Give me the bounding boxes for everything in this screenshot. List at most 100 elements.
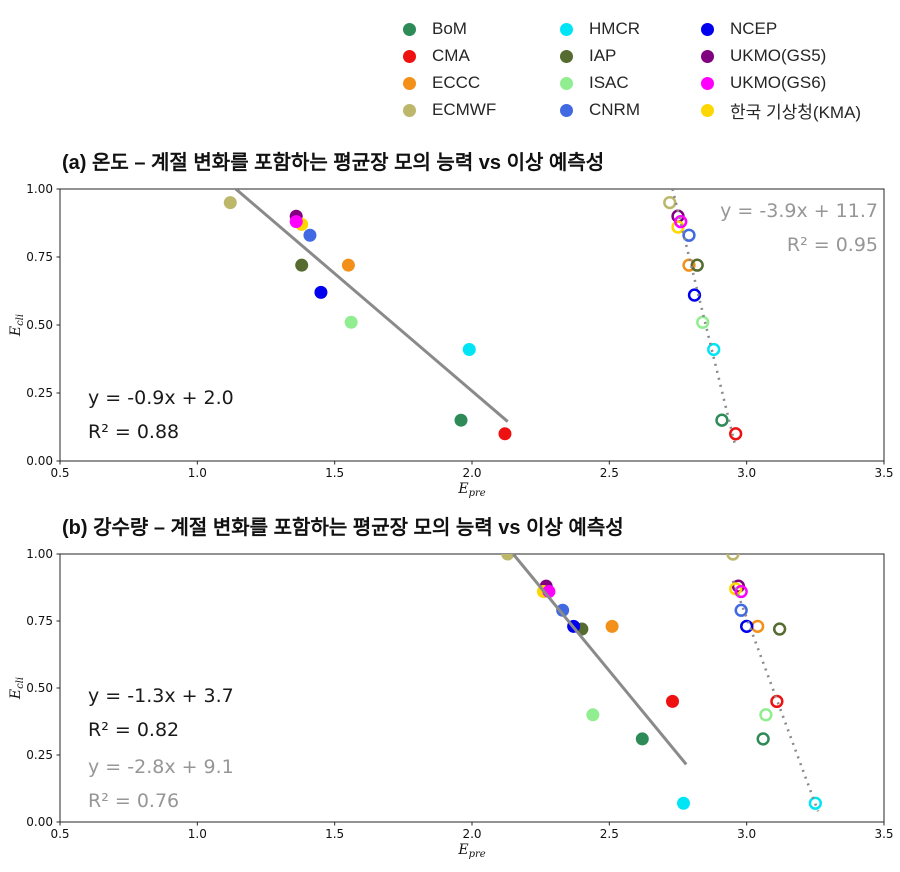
- y-axis-label: Ecli: [8, 677, 26, 700]
- point-filled-ECCC: [605, 619, 619, 633]
- legend-marker-icon: [701, 76, 714, 90]
- point-open-ECCC: [751, 619, 765, 634]
- x-tick-label: 1.5: [325, 466, 344, 480]
- y-tick-label: 0.00: [26, 815, 53, 829]
- point-open-BoM: [756, 732, 770, 746]
- fit-equation-label: y = -0.9x + 2.0: [88, 387, 234, 409]
- y-tick-label: 0.00: [26, 454, 53, 468]
- y-tick-label: 1.00: [26, 547, 53, 561]
- x-axis-label: Epre: [457, 481, 485, 499]
- point-filled-UKMO(GS6): [289, 215, 303, 229]
- point-open-ISAC: [759, 708, 773, 722]
- fit-line-dotted: [671, 189, 737, 448]
- point-open-CNRM: [682, 228, 696, 242]
- subplot-b: 0.5 1.0 1.5 2.0 2.5 3.0 3.5 0.00 0.25 0.50 0.75 1.0…: [8, 547, 894, 860]
- y-tick-label: 0.25: [26, 386, 53, 400]
- legend-item-HMCR: HMCR: [560, 18, 640, 40]
- x-tick-label: 3.0: [737, 827, 756, 841]
- x-tick-label: 0.5: [50, 827, 69, 841]
- y-tick-label: 0.75: [26, 250, 53, 264]
- legend-item-ECCC: ECCC: [403, 72, 480, 94]
- point-filled-ECMWF: [501, 554, 515, 561]
- legend-item-label: ISAC: [589, 73, 629, 92]
- point-filled-ECCC: [341, 258, 355, 272]
- legend-marker-icon: [701, 49, 714, 63]
- y-tick-label: 0.50: [26, 681, 53, 695]
- x-tick-label: 2.0: [462, 827, 481, 841]
- legend-item-label: ECMWF: [432, 100, 497, 119]
- fit-line-solid: [512, 554, 688, 766]
- legend-item-BoM: BoM: [403, 18, 467, 40]
- fit-r2-label: R² = 0.76: [88, 790, 179, 812]
- point-filled-ISAC: [586, 708, 600, 722]
- point-open-CNRM: [734, 603, 748, 617]
- point-filled-IAP: [295, 258, 309, 272]
- legend-item-label: CMA: [432, 46, 470, 65]
- fit-r2-label: R² = 0.82: [88, 719, 179, 741]
- point-filled-CNRM: [556, 603, 570, 617]
- point-filled-BoM: [635, 732, 649, 746]
- y-tick-label: 0.25: [26, 748, 53, 762]
- legend-item-UKMO(GS5): UKMO(GS5): [701, 45, 826, 67]
- point-open-IAP: [772, 622, 787, 636]
- point-filled-CNRM: [303, 228, 317, 242]
- legend-marker-icon: [403, 103, 416, 117]
- fit-r2-label: R² = 0.95: [787, 234, 878, 256]
- point-filled-CMA: [498, 427, 512, 441]
- legend-item-label: CNRM: [589, 100, 640, 119]
- legend-item-UKMO(GS6): UKMO(GS6): [701, 72, 826, 94]
- y-tick-label: 0.50: [26, 318, 53, 332]
- point-open-HMCR: [808, 796, 822, 810]
- point-filled-HMCR: [676, 796, 690, 810]
- point-filled-BoM: [454, 413, 468, 427]
- legend: BoM CMA ECCC ECMWF HMCR IAP ISAC CNRM NCEP UKMO(G…: [0, 0, 900, 135]
- point-filled-HMCR: [462, 342, 476, 356]
- point-open-ISAC: [696, 315, 710, 329]
- legend-item-label: 한국 기상청(KMA): [730, 102, 862, 122]
- point-open-CMA: [729, 427, 743, 441]
- legend-item-NCEP: NCEP: [701, 18, 777, 40]
- point-open-UKMO(GS6): [674, 214, 688, 229]
- x-tick-label: 3.5: [874, 466, 893, 480]
- point-open-BoM: [715, 413, 729, 427]
- point-filled-ECMWF: [223, 196, 237, 210]
- legend-marker-icon: [701, 22, 714, 36]
- y-tick-label: 0.75: [26, 614, 53, 628]
- fit-equation-label: y = -2.8x + 9.1: [88, 756, 234, 778]
- point-open-NCEP: [740, 619, 754, 634]
- axes-frame: [59, 188, 885, 462]
- fit-line-solid: [234, 189, 509, 423]
- legend-marker-icon: [560, 76, 573, 90]
- legend-item-IAP: IAP: [560, 45, 616, 67]
- legend-item-ECMWF: ECMWF: [403, 99, 496, 121]
- legend-item-ISAC: ISAC: [560, 72, 629, 94]
- x-tick-label: 0.5: [50, 466, 69, 480]
- legend-marker-icon: [560, 22, 573, 36]
- legend-marker-icon: [701, 103, 714, 117]
- y-tick-label: 1.00: [26, 182, 53, 196]
- fit-equation-label: y = -3.9x + 11.7: [720, 200, 878, 222]
- x-tick-label: 2.5: [600, 827, 619, 841]
- legend-item-label: UKMO(GS6): [730, 73, 827, 92]
- plot-a-title: (a) 온도 – 계절 변화를 포함하는 평균장 모의 능력 vs 이상 예측성: [62, 152, 605, 174]
- point-open-ECMWF: [726, 554, 740, 561]
- subplot-a: 0.5 1.0 1.5 2.0 2.5 3.0 3.5 0.00 0.25 0.50 0.75 1.0…: [8, 182, 894, 499]
- legend-item-label: HMCR: [589, 19, 640, 38]
- legend-item-CMA: CMA: [403, 45, 470, 67]
- plot-b-title: (b) 강수량 – 계절 변화를 포함하는 평균장 모의 능력 vs 이상 예측…: [62, 517, 624, 539]
- legend-marker-icon: [560, 49, 573, 63]
- legend-item-CNRM: CNRM: [560, 99, 640, 121]
- point-filled-NCEP: [314, 285, 328, 299]
- fit-r2-label: R² = 0.88: [88, 421, 179, 443]
- x-tick-label: 2.0: [462, 466, 481, 480]
- point-open-HMCR: [707, 342, 721, 357]
- legend-item-한국 기상청(KMA): 한국 기상청(KMA): [701, 99, 862, 122]
- legend-marker-icon: [403, 22, 416, 36]
- point-open-CMA: [770, 694, 784, 709]
- point-open-IAP: [690, 258, 704, 272]
- fit-equation-label: y = -1.3x + 3.7: [88, 685, 234, 707]
- point-open-NCEP: [687, 288, 702, 302]
- x-tick-label: 1.0: [188, 466, 207, 480]
